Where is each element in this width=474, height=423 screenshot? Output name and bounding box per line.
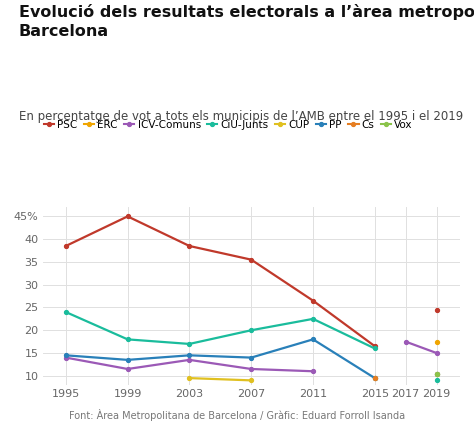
Legend: PSC, ERC, ICV-Comuns, CiU-Junts, CUP, PP, Cs, Vox: PSC, ERC, ICV-Comuns, CiU-Junts, CUP, PP… (44, 120, 413, 130)
Text: Evolució dels resultats electorals a l’àrea metropolitana de
Barcelona: Evolució dels resultats electorals a l’à… (19, 4, 474, 39)
Text: Font: Àrea Metropolitana de Barcelona / Gràfic: Eduard Forroll Isanda: Font: Àrea Metropolitana de Barcelona / … (69, 409, 405, 421)
Text: En percentatge de vot a tots els municipis de l’AMB entre el 1995 i el 2019: En percentatge de vot a tots els municip… (19, 110, 463, 123)
